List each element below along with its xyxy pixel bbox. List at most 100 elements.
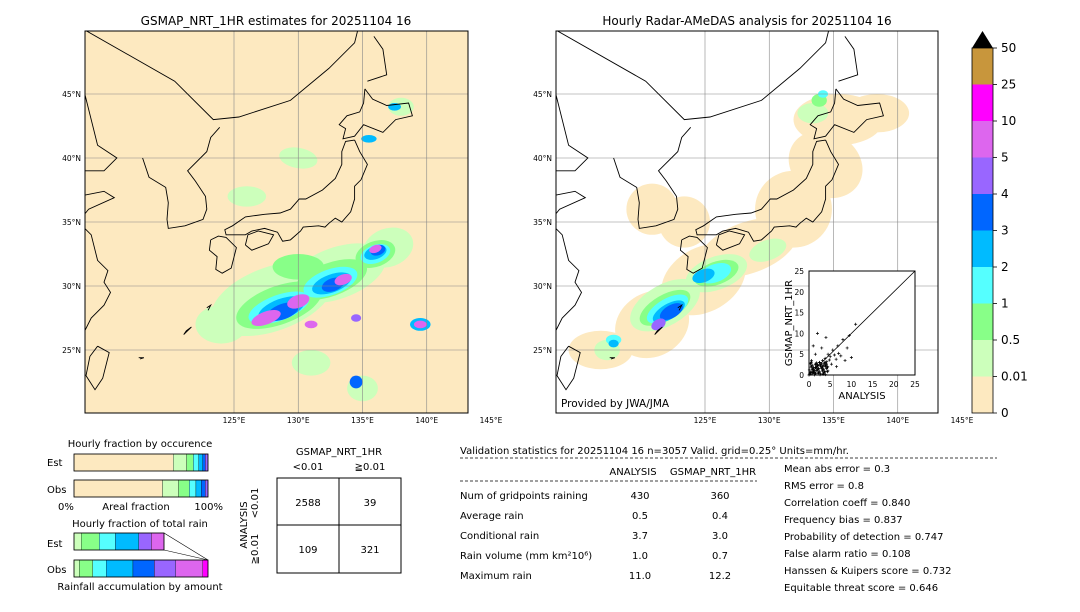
lat-tick-label: 35°N [62,218,81,227]
colorbar-tick-label: 25 [1001,78,1016,92]
validation-statistics: Validation statistics for 20251104 16 n=… [460,446,997,594]
scatter-point [845,346,849,350]
lon-tick-label: 130°E [287,416,310,425]
fraction-segment [202,559,209,578]
contingency-table: GSMAP_NRT_1HR <0.01 ≧0.01 ANALYSIS <0.01… [239,447,402,574]
rain-area [844,94,910,133]
scatter-point [826,369,830,373]
fraction-segment [99,532,116,551]
occurrence-panel: Hourly fraction by occurence Est Obs 0% … [47,439,223,513]
rain-area [413,320,427,329]
scatter-point [849,356,853,360]
rain-area [369,244,382,254]
colorbar-extend-arrow [972,31,993,48]
data-credit: Provided by JWA/JMA [561,398,670,410]
fraction-segment [178,479,190,498]
lat-tick-label: 45°N [62,90,81,99]
coastline [208,235,237,274]
contingency-row-ge: ≧0.01 [250,534,261,565]
scatter-x-tick: 25 [910,380,920,389]
fraction-segment [205,479,209,498]
contingency-cell-hit-none: 2588 [295,498,320,509]
occurrence-est-bar [73,453,209,472]
validation-row-analysis: 11.0 [629,571,651,582]
scatter-x-tick: 10 [847,380,857,389]
fraction-segment [198,453,203,472]
contingency-title: GSMAP_NRT_1HR [296,447,382,458]
rain-area [788,130,863,199]
lat-tick-label: 35°N [533,218,552,227]
scatter-point [847,333,851,337]
total-rain-title: Hourly fraction of total rain [72,519,208,530]
validation-rows: Num of gridpoints raining 430 360 Average r… [460,491,731,582]
left-map-frame [84,30,469,414]
right-map-lon-labels: 125°E 130°E 135°E 140°E 145°E [694,416,974,425]
rain-area [334,273,352,286]
scatter-point [815,331,819,335]
rain-area [361,135,377,143]
scatter-point [854,322,858,326]
scatter-point [816,363,820,367]
scatter-point [821,358,825,362]
fraction-segment [138,532,152,551]
total-rain-est-label: Est [47,539,63,550]
colorbar-tick-label: 0.5 [1001,333,1020,347]
scatter-point [828,355,832,359]
coastline [609,357,616,360]
contingency-cell-miss: 109 [298,545,317,556]
validation-col-gsmap: GSMAP_NRT_1HR [670,467,756,478]
validation-score: Probability of detection = 0.747 [784,532,943,543]
fraction-segment [81,532,100,551]
scatter-point [812,369,816,373]
rain-area [227,388,267,413]
contingency-row-lt: <0.01 [250,488,261,519]
scatter-ylabel: GSMAP_NRT_1HR [784,280,795,366]
validation-row-label: Average rain [460,511,524,522]
scatter-y-tick: 25 [794,267,804,276]
colorbar-segments [972,48,993,413]
scatter-point [817,360,821,364]
rain-area [304,320,318,329]
validation-score: Correlation coeff = 0.840 [784,498,910,509]
lon-tick-label: 135°E [351,416,374,425]
rain-area [749,238,787,262]
validation-row-gsmap: 0.4 [712,511,728,522]
coastline [809,88,884,140]
colorbar: 50 25 10 5 4 3 2 1 0.5 0.01 0 [971,31,1028,420]
rain-area [608,339,619,348]
scatter-point [810,363,814,367]
fraction-segment [205,453,209,472]
validation-header: Validation statistics for 20251104 16 n=… [460,446,849,457]
scatter-x-tick: 5 [828,380,833,389]
total-rain-obs-label: Obs [47,565,66,576]
fraction-segment [195,479,202,498]
validation-row-gsmap: 360 [710,491,729,502]
scatter-xlabel: ANALYSIS [838,391,885,402]
colorbar-segment [972,84,993,121]
scatter-x-tick: 0 [807,380,812,389]
rain-area [291,350,331,376]
rain-area [797,103,829,124]
rain-area [659,303,683,321]
lon-tick-label: 135°E [822,416,845,425]
lat-tick-label: 30°N [533,282,552,291]
coastline [556,345,581,391]
scatter-point [836,344,840,348]
scatter-x-tick: 15 [868,380,878,389]
contingency-col-ge: ≧0.01 [355,462,386,473]
coastline [206,303,212,311]
rain-area [251,310,281,326]
coastline [138,357,145,360]
scatter-point [839,354,843,358]
right-map-lat-labels: 45°N 40°N 35°N 30°N 25°N [533,90,552,355]
fraction-segment [173,453,187,472]
colorbar-tick-label: 4 [1001,187,1009,201]
colorbar-segment [972,194,993,231]
validation-row-label: Rain volume (mm km²10⁶) [460,551,592,562]
validation-row-gsmap: 12.2 [709,571,731,582]
fraction-segment [73,453,174,472]
left-map-title: GSMAP_NRT_1HR estimates for 20251104 16 [141,14,412,28]
right-map-rain-field [568,90,910,370]
fraction-segment [154,559,176,578]
